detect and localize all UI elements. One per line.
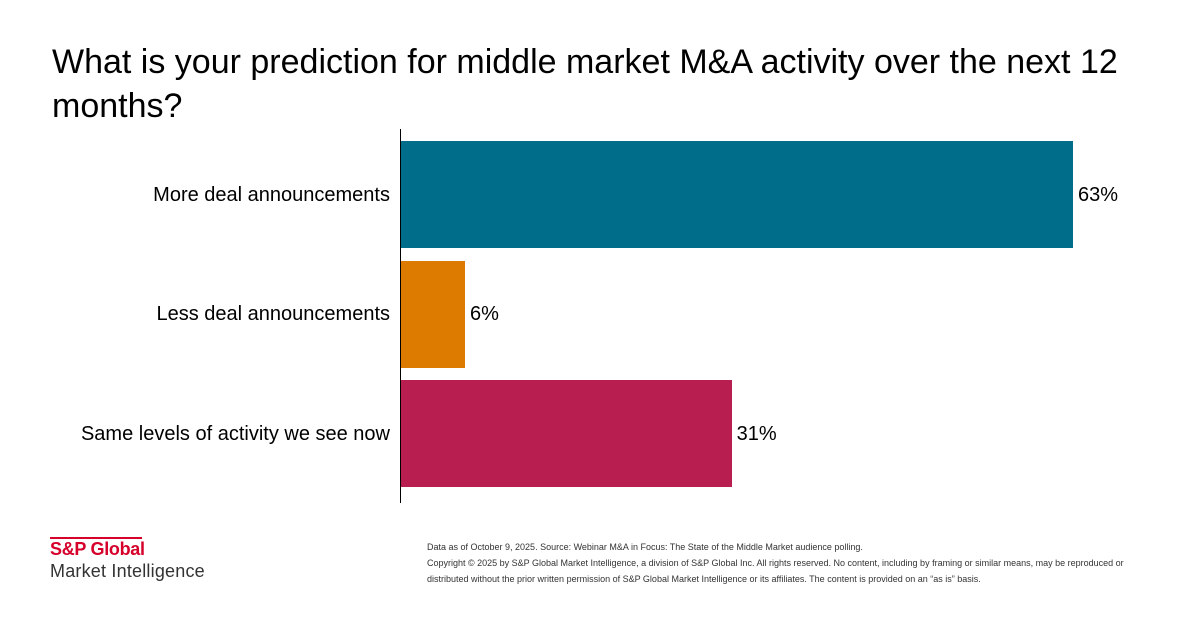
category-label: Less deal announcements	[156, 303, 391, 325]
value-label: 31%	[736, 422, 777, 445]
copyright-note: Copyright © 2025 by S&P Global Market In…	[427, 558, 1124, 584]
category-label: More deal announcements	[153, 183, 390, 206]
category-axis-line	[400, 129, 401, 503]
logo-accent-bar	[50, 537, 142, 539]
value-label: 63%	[1078, 183, 1119, 206]
footnote: Data as of October 9, 2025. Source: Webi…	[427, 539, 1147, 587]
logo-brand: S&P Global	[50, 539, 145, 559]
bar-less-deal-announcements	[401, 260, 465, 368]
value-label: 6%	[470, 303, 499, 325]
bar-more-deal-announcements	[401, 141, 1073, 248]
logo-division: Market Intelligence	[50, 561, 205, 581]
bar-same-levels-of-activity	[401, 380, 732, 487]
category-label: Same levels of activity we see now	[80, 422, 390, 445]
source-note: Data as of October 9, 2025. Source: Webi…	[427, 542, 863, 552]
chart-title: What is your prediction for middle marke…	[52, 43, 1118, 125]
